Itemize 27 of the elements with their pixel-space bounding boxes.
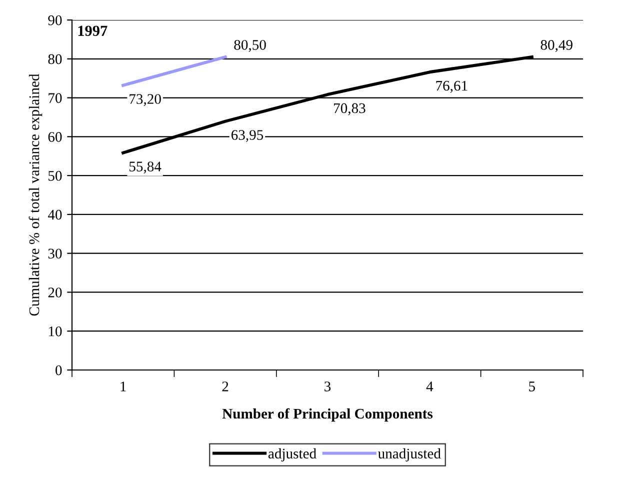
y-tick-label: 90 <box>48 15 62 26</box>
y-axis-title: Cumulative % of total variance explained <box>28 74 42 316</box>
legend-label: unadjusted <box>378 448 441 462</box>
y-tick-label: 30 <box>48 248 62 259</box>
data-label: 76,61 <box>436 80 468 93</box>
y-tick-label: 50 <box>48 170 62 181</box>
y-tick-label: 20 <box>48 288 62 298</box>
data-label: 55,84 <box>130 162 162 174</box>
x-axis-title: Number of Principal Components <box>222 408 433 422</box>
y-tick-label: 10 <box>48 326 62 336</box>
x-tick-label: 5 <box>529 382 535 392</box>
x-tick-label: 4 <box>426 382 434 392</box>
y-tick-label: 60 <box>48 132 62 142</box>
x-tick-label: 1 <box>120 382 126 392</box>
data-label: 73,20 <box>130 94 161 106</box>
y-tick-label: 70 <box>48 93 62 103</box>
y-tick-label: 40 <box>48 210 62 220</box>
data-label: 80,49 <box>540 40 572 52</box>
annotation: 1997 <box>78 26 108 36</box>
x-tick-label: 3 <box>324 382 331 392</box>
x-tick-label: 2 <box>222 382 228 392</box>
y-tick-label: 0 <box>56 365 62 376</box>
data-label: 63,95 <box>231 130 264 142</box>
legend-label: adjusted <box>268 448 316 462</box>
data-label: 80,50 <box>234 40 266 52</box>
y-tick-label: 80 <box>48 54 62 64</box>
data-label: 70,83 <box>334 103 366 116</box>
